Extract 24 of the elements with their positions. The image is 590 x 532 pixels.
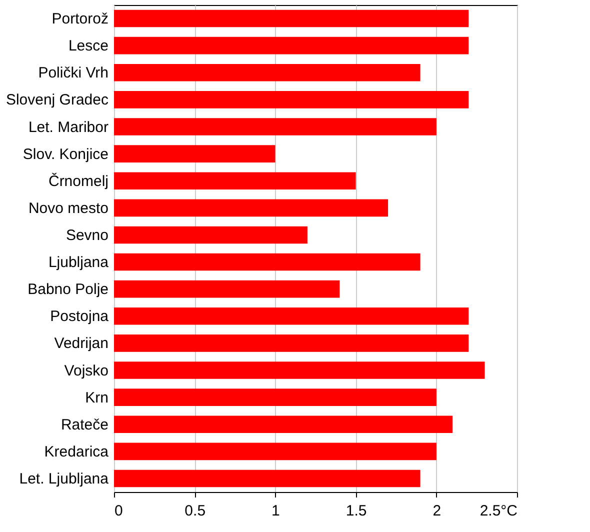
- x-tick-label: 1: [272, 502, 280, 520]
- y-tick-label: Lesce: [68, 38, 108, 55]
- y-tick-label: Kredarica: [44, 443, 110, 460]
- y-tick-label: Portorož: [52, 10, 108, 28]
- y-tick-label: Slov. Konjice: [22, 146, 108, 163]
- x-tick-label: 0.5: [184, 502, 206, 520]
- y-tick-label: Slovenj Gradec: [6, 92, 109, 109]
- y-tick-label: Krn: [85, 389, 108, 406]
- y-tick-label: Sevno: [66, 226, 108, 244]
- y-tick-label: Novo mesto: [28, 200, 108, 217]
- y-tick-label: Črnomelj: [48, 172, 108, 190]
- y-tick-label: Ljubljana: [48, 254, 110, 272]
- x-tick-label: 0: [114, 502, 123, 520]
- x-tick-label: 1.5: [346, 502, 367, 520]
- x-tick-label: 2: [432, 502, 442, 520]
- y-tick-label: Postojna: [50, 308, 110, 326]
- y-tick-label: Vedrijan: [54, 335, 108, 352]
- y-tick-label: Let. Ljubljana: [19, 470, 110, 488]
- y-tick-label: Babno Polje: [28, 281, 108, 298]
- y-tick-label: Polički Vrh: [38, 64, 108, 82]
- y-tick-label: Vojsko: [64, 362, 108, 380]
- y-tick-label: Let. Maribor: [28, 118, 108, 136]
- x-tick-label: 2.5°C: [480, 502, 518, 520]
- y-tick-label: Rateče: [60, 416, 108, 434]
